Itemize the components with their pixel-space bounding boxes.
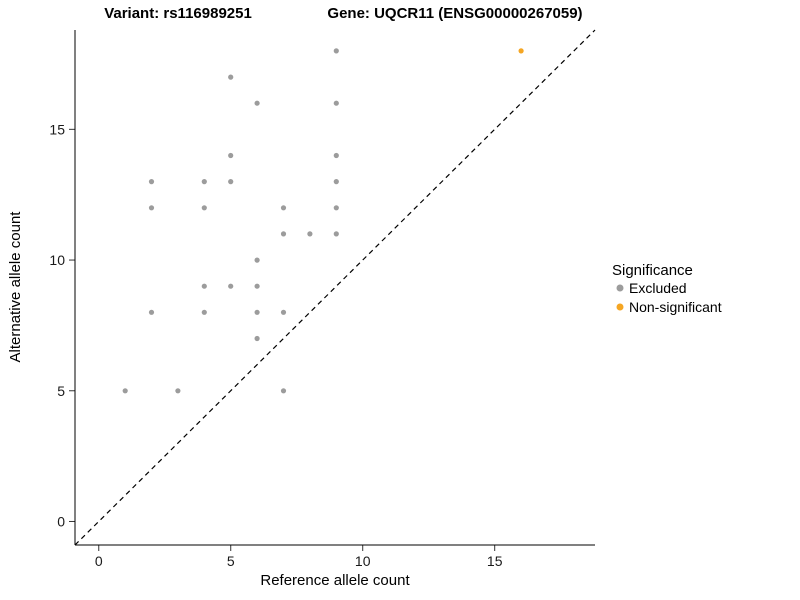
point-excluded	[148, 205, 155, 211]
point-excluded	[333, 231, 339, 237]
point-excluded	[280, 231, 287, 237]
point-excluded	[228, 152, 234, 159]
point-excluded	[333, 48, 339, 54]
x-axis-ticks: 0 5 10 15	[95, 545, 503, 569]
point-excluded	[175, 388, 181, 394]
x-tick-label: 15	[487, 553, 503, 569]
gene-title: Gene: UQCR11 (ENSG00000267059)	[327, 5, 582, 22]
point-excluded	[307, 231, 313, 237]
point-excluded	[228, 74, 234, 80]
legend-label-excluded: Excluded	[629, 280, 687, 296]
legend-title: Significance	[612, 262, 693, 279]
y-tick-label: 10	[49, 252, 65, 268]
point-excluded	[228, 179, 234, 185]
point-excluded	[148, 309, 155, 315]
data-points	[122, 48, 524, 394]
point-excluded	[254, 100, 260, 106]
legend-swatch-excluded	[616, 284, 624, 292]
point-excluded	[201, 179, 207, 185]
point-excluded	[333, 179, 339, 185]
y-tick-label: 0	[57, 513, 65, 529]
y-axis-label: Alternative allele count	[7, 211, 24, 363]
point-non-significant	[518, 48, 524, 54]
point-excluded	[254, 335, 260, 342]
y-axis-ticks: 0 5 10 15	[49, 121, 75, 529]
point-excluded	[148, 179, 155, 185]
legend-label-non-significant: Non-significant	[629, 299, 722, 315]
legend-swatch-non-significant	[616, 303, 624, 311]
point-excluded	[333, 152, 339, 159]
variant-title: Variant: rs116989251	[104, 5, 252, 22]
legend-items: Excluded Non-significant	[616, 280, 722, 315]
identity-line	[74, 29, 596, 546]
y-tick-label: 5	[57, 383, 65, 399]
point-excluded	[201, 205, 207, 211]
x-tick-label: 5	[227, 553, 235, 569]
point-excluded	[122, 388, 128, 394]
x-tick-label: 10	[355, 553, 371, 569]
point-excluded	[280, 388, 287, 394]
point-excluded	[201, 283, 207, 289]
point-excluded	[333, 205, 339, 211]
point-excluded	[254, 309, 260, 315]
point-excluded	[280, 205, 287, 211]
y-tick-label: 15	[49, 121, 65, 137]
x-axis-label: Reference allele count	[260, 572, 410, 589]
point-excluded	[280, 309, 287, 315]
point-excluded	[228, 283, 234, 289]
point-excluded	[254, 257, 260, 263]
point-excluded	[333, 100, 339, 106]
point-excluded	[201, 309, 207, 315]
point-excluded	[254, 283, 260, 289]
x-tick-label: 0	[95, 553, 103, 569]
